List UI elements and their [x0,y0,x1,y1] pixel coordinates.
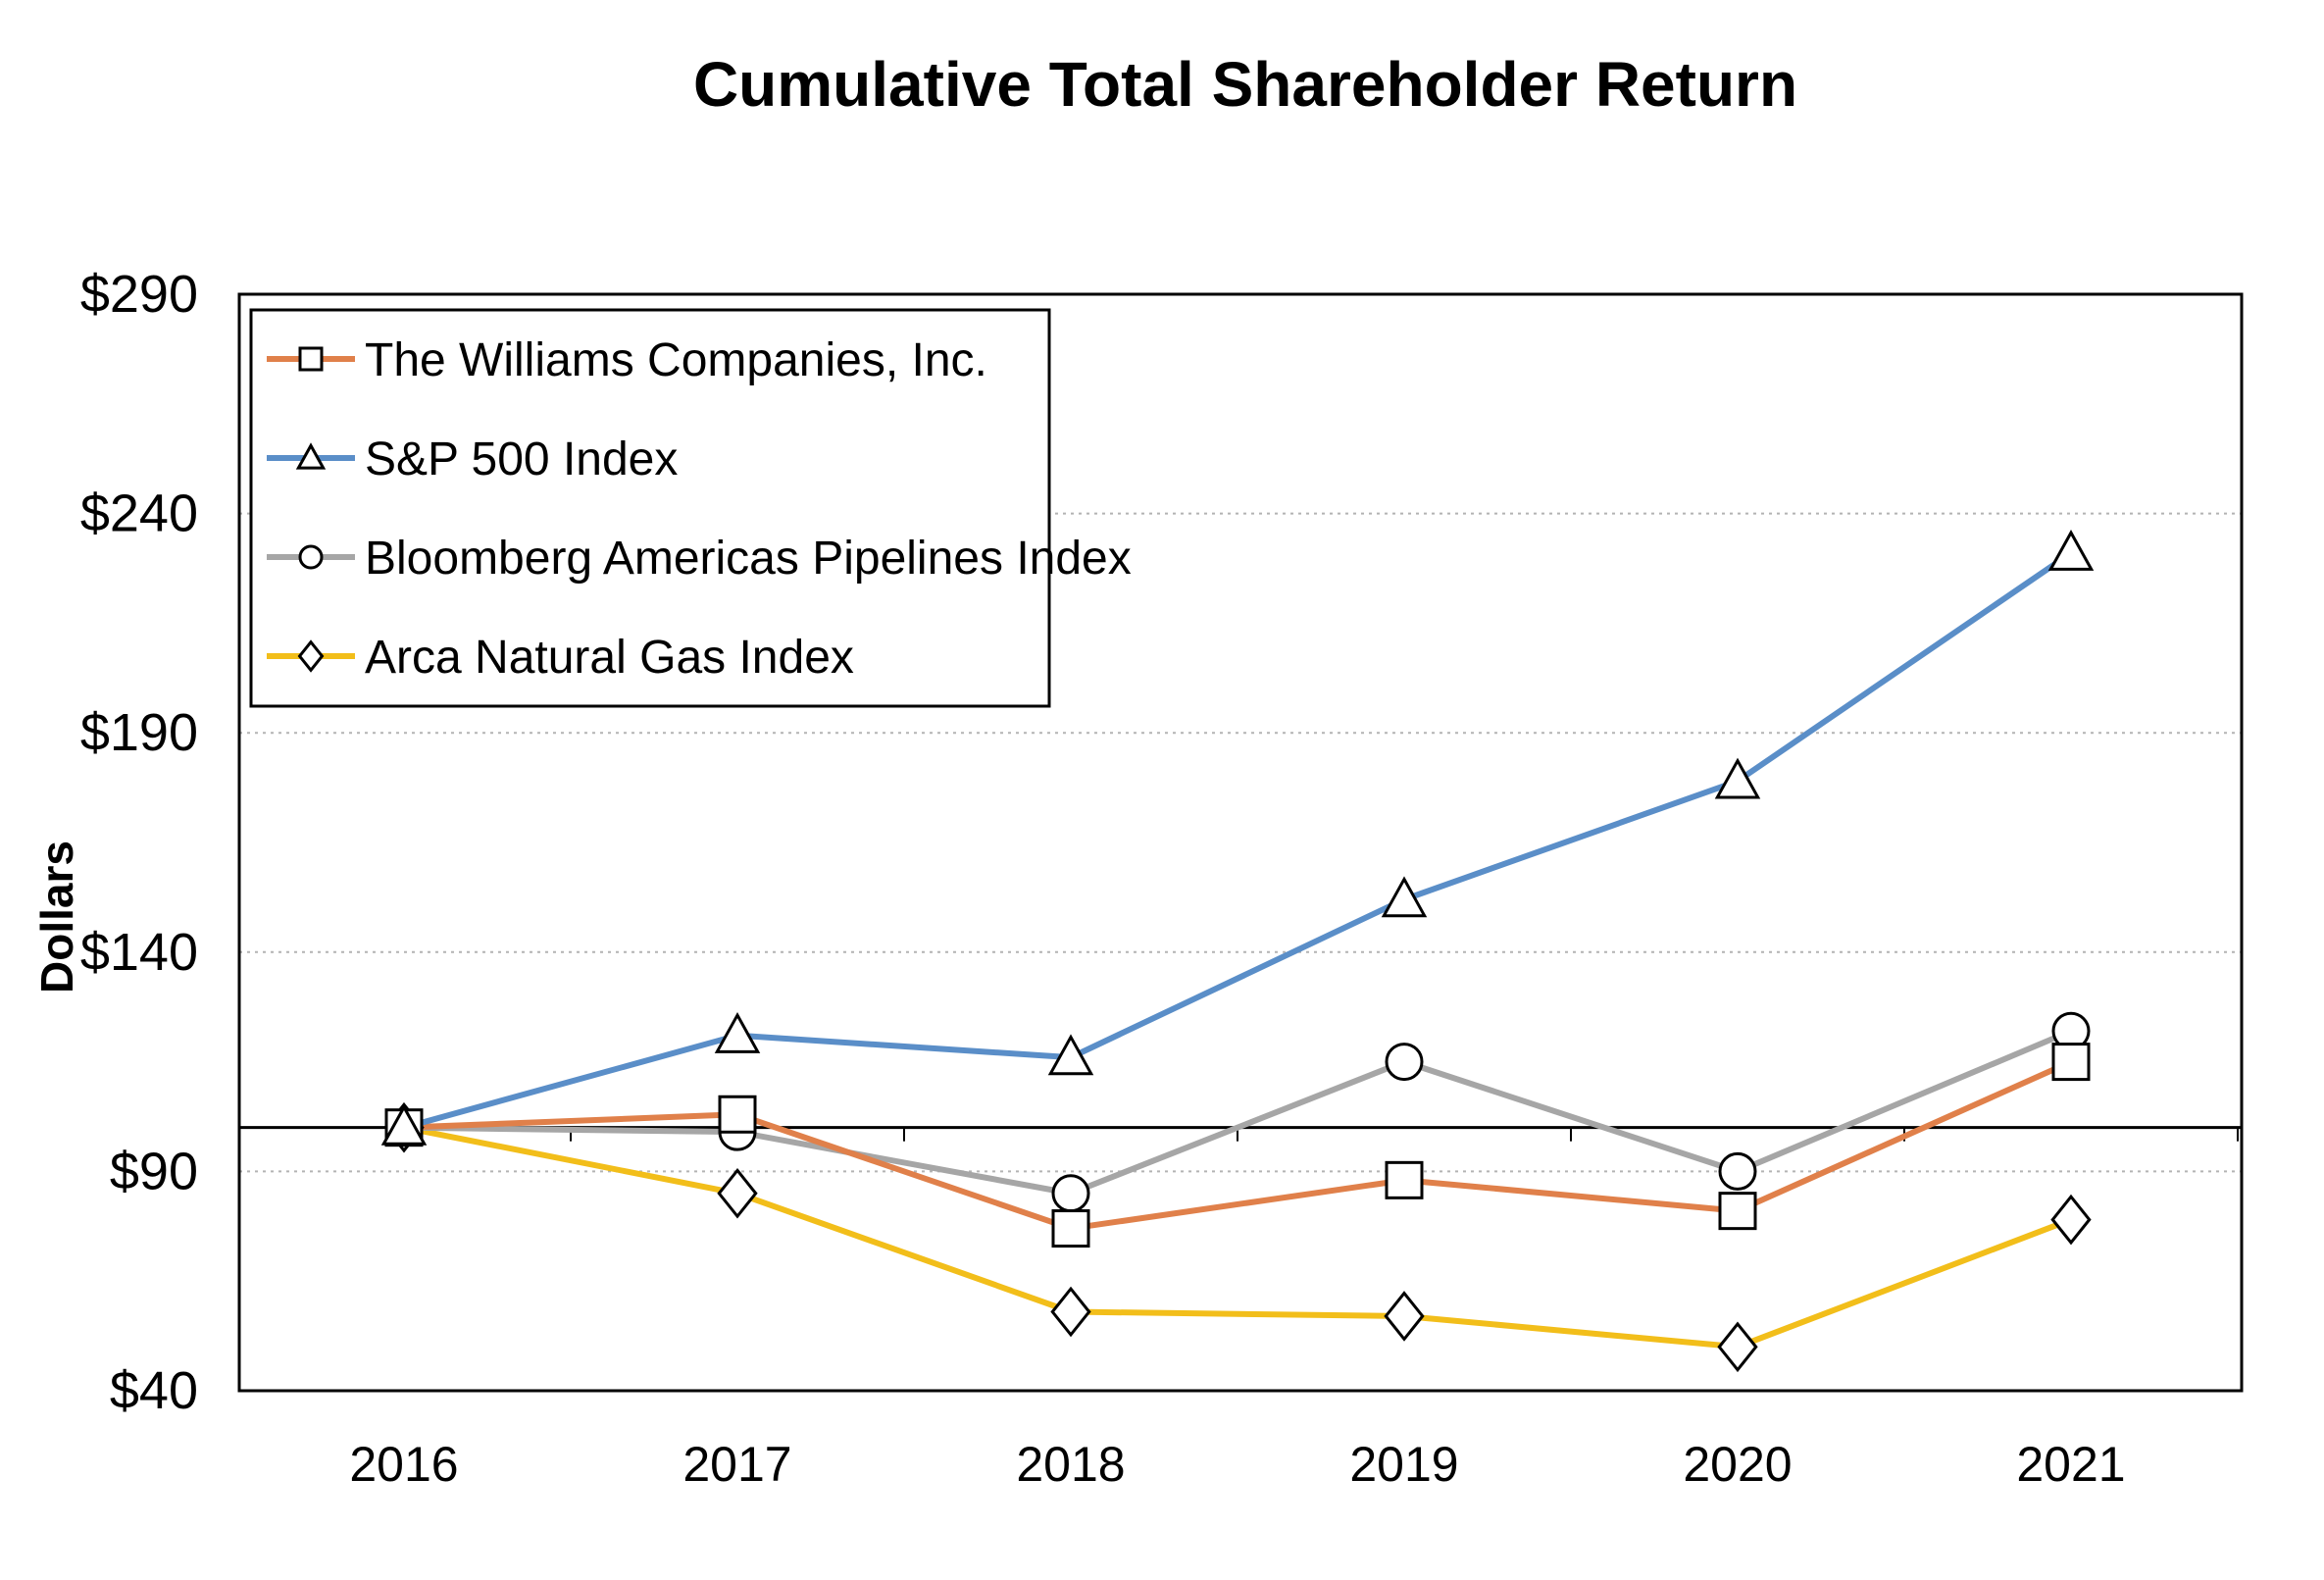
legend-label: S&P 500 Index [365,433,678,485]
legend-label: Arca Natural Gas Index [365,632,854,684]
series-lines [380,530,2095,1373]
legend-marker [298,346,324,372]
y-tick-label: $140 [80,923,198,982]
y-tick-label: $40 [110,1361,198,1420]
legend-label: Bloomberg Americas Pipelines Index [365,533,1132,585]
data-point [1051,1209,1090,1249]
data-point [1051,1174,1090,1213]
data-point [1385,1043,1424,1082]
data-point [2047,530,2095,571]
x-tick-label: 2020 [1683,1437,1792,1492]
y-axis-label: Dollars [31,841,82,994]
x-tick-label: 2021 [2016,1437,2125,1492]
data-point [1384,1291,1425,1342]
data-point [1718,1192,1757,1231]
x-tick-label: 2019 [1349,1437,1458,1492]
data-point [718,1095,757,1134]
series-line [403,1028,2073,1197]
data-point [1714,757,1761,799]
legend-marker [295,442,327,470]
legend: The Williams Companies, Inc. S&P 500 Inde… [249,308,1132,708]
data-point [714,1011,761,1053]
series-line [403,1124,2073,1351]
y-axis-ticks: $40 $90 $140 $190 $240 $290 [80,265,198,1420]
series-line [403,550,2073,1131]
data-point [1050,1286,1091,1338]
chart-title: Cumulative Total Shareholder Return [693,49,1797,120]
y-tick-label: $190 [80,703,198,762]
data-point [2051,1043,2091,1082]
legend-box [249,308,1051,708]
data-point [1718,1151,1757,1191]
y-tick-label: $290 [80,265,198,324]
x-tick-label: 2017 [682,1437,791,1492]
data-point [380,1103,428,1146]
legend-label: The Williams Companies, Inc. [365,334,987,386]
data-point [1047,1034,1094,1076]
plot-frame [237,292,2244,1393]
x-tick-label: 2018 [1016,1437,1125,1492]
legend-marker [297,639,325,673]
y-tick-label: $240 [80,484,198,543]
y-tick-label: $90 [110,1142,198,1200]
data-point [1381,876,1428,918]
data-point [717,1167,758,1219]
data-point [1385,1160,1424,1199]
legend-marker [298,544,324,570]
series-line [403,1058,2073,1232]
x-axis-ticks: 2016 2017 2018 2019 2020 2021 [349,1437,2125,1492]
data-point [1717,1321,1758,1373]
x-tick-label: 2016 [349,1437,458,1492]
data-point [2050,1194,2092,1246]
